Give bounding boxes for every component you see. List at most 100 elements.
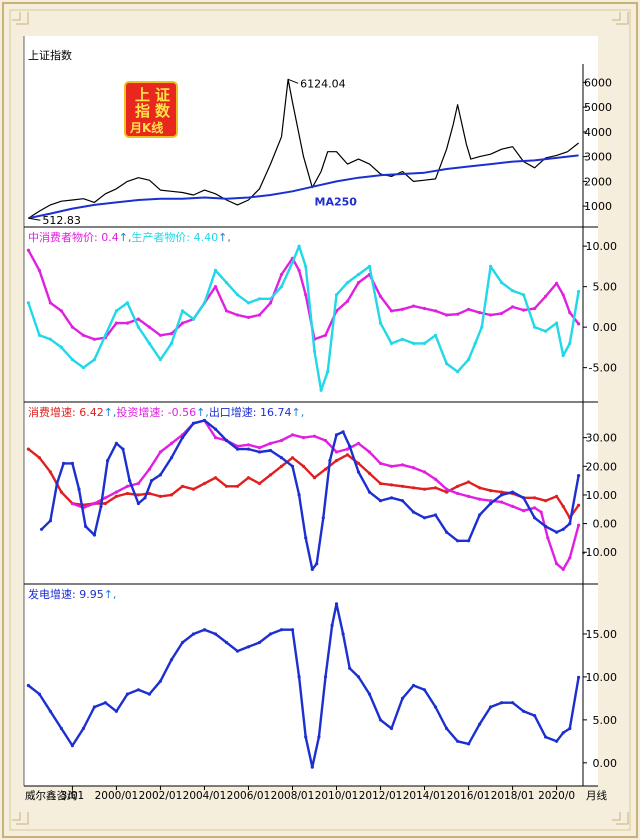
panel-2-series-1-point-36 [467, 494, 471, 498]
panel-1-ytick-label-3: 10.00 [586, 240, 618, 253]
panel-1-series-0-point-2 [48, 301, 53, 305]
panel-2-series-0-point-37 [433, 486, 438, 490]
logo-subtitle: 月K线 [129, 120, 163, 135]
panel-2-series-1-point-37 [478, 497, 482, 501]
panel-3-series-0-point-21 [257, 640, 262, 645]
panel-1-legend-1-arrow: ↑, [218, 231, 231, 244]
panel-2-series-0-point-14 [180, 484, 185, 488]
panel-1-series-1-point-26 [304, 264, 308, 268]
panel-2-series-1-point-8 [158, 450, 162, 454]
panel-2-series-0-point-2 [48, 470, 53, 474]
panel-2-series-2-point-37 [348, 444, 352, 448]
panel-2-ytick-label-3: 20.00 [586, 460, 618, 473]
panel-2-series-0-point-20 [246, 476, 251, 480]
panel-1-series-1-point-19 [235, 293, 240, 297]
panel-1-series-0-point-3 [59, 309, 64, 313]
panel-2-series-2-point-43 [411, 510, 416, 514]
panel-3-series-0-point-6 [92, 705, 96, 709]
panel-2-series-0-point-12 [158, 494, 162, 498]
panel-2-series-1-point-9 [169, 441, 174, 445]
panel-2-series-1-point-41 [522, 509, 526, 513]
panel-1-series-1-point-40 [445, 362, 449, 366]
panel-3-series-0-point-49 [522, 709, 526, 713]
panel-1-series-0-point-21 [257, 313, 262, 317]
panel-1-series-1-point-29 [326, 370, 330, 374]
panel-2-series-0-point-29 [345, 453, 350, 457]
panel-1-series-1-point-31 [345, 281, 350, 285]
panel-3-series-0-point-3 [59, 726, 64, 731]
xtick-label-8: 2014/01 [403, 790, 447, 802]
panel-2-series-0-line [27, 448, 580, 519]
panel-3-series-0-point-15 [191, 632, 196, 636]
panel-2-series-1-point-40 [510, 504, 515, 508]
panel-2-series-2-point-52 [510, 490, 515, 494]
xtick-label-7: 2012/01 [359, 790, 403, 802]
panel-2-series-2-point-7 [92, 533, 96, 537]
panel-2-series-1-point-27 [367, 450, 372, 454]
panel-2-series-1-point-7 [147, 467, 151, 471]
panel-1-series-1-point-12 [158, 358, 162, 362]
panel-1-series-1-point-46 [500, 281, 504, 285]
panel-2-series-0-point-49 [561, 504, 565, 508]
panel-1-series-0-point-31 [356, 281, 361, 285]
xtick-label-9: 2016/01 [447, 790, 491, 802]
panel-2-series-1-point-25 [345, 447, 350, 451]
panel-0-series-1-line [28, 154, 579, 220]
panel-1-series-0-point-34 [389, 309, 394, 313]
panel-3-series-0-point-43 [456, 739, 460, 743]
plot-area [24, 36, 598, 786]
panel-1-ytick-label-2: 5.00 [593, 281, 618, 294]
panel-2-series-2-point-8 [99, 504, 103, 508]
panel-1-series-0-point-52 [577, 322, 581, 326]
panel-2-series-1-point-17 [257, 446, 262, 450]
panel-3-series-0-point-31 [334, 602, 339, 606]
panel-1-legend-0-name: 中消费者物价: 0.4 [28, 230, 119, 244]
panel-1-series-0-point-20 [246, 315, 251, 319]
panel-1-series-1-point-25 [297, 244, 301, 248]
chart-title: 上证指数 [28, 48, 72, 62]
panel-3-series-0-point-12 [158, 679, 162, 683]
panel-1-series-0-point-17 [213, 285, 218, 289]
panel-3-legend: 发电增速: 9.95↑, [28, 587, 116, 601]
panel-2-series-1-point-19 [279, 438, 284, 443]
panel-1-series-0-point-49 [555, 281, 559, 285]
panel-1-series-0-point-40 [456, 312, 460, 316]
panel-2-series-2-point-3 [62, 461, 66, 465]
panel-1-series-1-point-52 [561, 353, 565, 358]
panel-1-series-0-point-38 [433, 309, 438, 313]
panel-2-series-0-point-42 [489, 489, 493, 493]
panel-1-legend-0-arrow: ↑, [119, 231, 132, 244]
panel-2-series-2-point-23 [235, 447, 240, 451]
panel-3-ytick-label-3: 15.00 [586, 628, 618, 641]
panel-1-legend: 中消费者物价: 0.4↑,生产者物价: 4.40↑, [28, 230, 231, 244]
panel-3-series-0-point-17 [213, 632, 218, 636]
panel-2-series-2-point-33 [321, 516, 325, 520]
panel-2-series-2-point-27 [279, 456, 284, 460]
panel-2-series-0-point-9 [125, 491, 129, 496]
panel-2-series-2-point-11 [121, 447, 125, 451]
panel-2-series-2-point-59 [577, 474, 581, 478]
panel-1-series-1-point-50 [544, 329, 548, 333]
panel-2-series-2-point-16 [158, 473, 162, 477]
x-axis-suffix: 月线 [586, 789, 607, 802]
panel-3-legend-0-arrow: ↑, [104, 588, 117, 601]
panel-1-series-1-point-33 [367, 264, 372, 268]
panel-3-series-0-point-33 [348, 666, 352, 670]
panel-1-series-0-point-5 [81, 333, 85, 337]
panel-2-series-2-point-35 [334, 433, 339, 437]
panel-2-series-0-point-40 [467, 480, 471, 484]
panel-3-series-0-point-28 [317, 735, 321, 739]
panel-2-legend-0-name: 消费增速: 6.42 [28, 405, 104, 419]
panel-3-series-0-point-5 [81, 726, 85, 731]
panel-2-series-2-point-34 [328, 459, 332, 463]
panel-2-series-2-point-17 [169, 456, 174, 460]
panel-1-series-0-point-37 [422, 306, 427, 311]
panel-3-series-0-point-35 [367, 692, 372, 696]
xtick-label-0: 3/01 [61, 790, 85, 802]
panel-2-series-2-point-20 [202, 418, 207, 423]
panel-2-series-0-point-23 [279, 464, 284, 468]
panel-2-series-2-point-22 [224, 438, 229, 443]
panel-3-series-0-point-47 [500, 701, 504, 705]
panel-2-legend-2-arrow: ↑, [292, 406, 305, 419]
